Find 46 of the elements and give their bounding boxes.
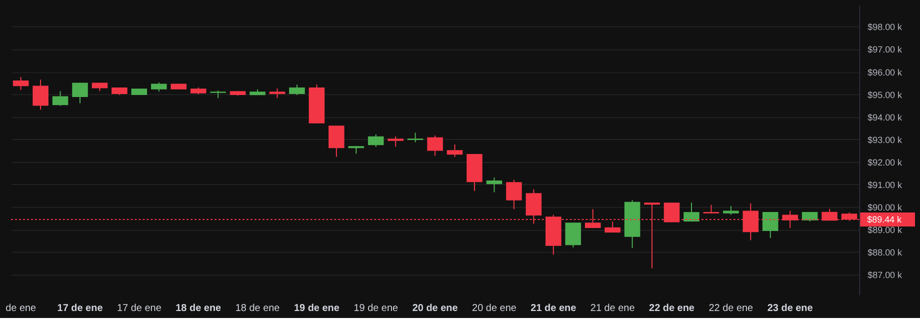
y-tick-label: $92.00 k bbox=[868, 157, 903, 168]
x-tick-label: 21 de ene bbox=[530, 303, 577, 314]
y-tick-label: $95.00 k bbox=[868, 90, 903, 100]
candlestick bbox=[289, 84, 305, 96]
candlestick bbox=[762, 212, 778, 238]
y-tick-label: $94.00 k bbox=[868, 112, 903, 122]
y-tick-label: $96.00 k bbox=[868, 67, 903, 78]
x-tick-label: 23 de ene bbox=[767, 303, 814, 314]
candlestick bbox=[802, 212, 818, 222]
candlestick bbox=[269, 88, 286, 99]
x-tick-label: 19 de ene bbox=[294, 303, 340, 314]
candlestick bbox=[52, 90, 68, 106]
x-tick-label: 21 de ene bbox=[590, 303, 636, 314]
x-tick-label: 17 de ene bbox=[57, 303, 104, 314]
y-tick-label: $90.00 k bbox=[868, 202, 903, 212]
candlestick bbox=[565, 222, 582, 248]
y-tick-label: $87.00 k bbox=[868, 270, 903, 280]
candlestick bbox=[446, 144, 463, 158]
candlestick bbox=[32, 79, 48, 110]
candlestick bbox=[407, 132, 424, 143]
x-tick-label: de ene bbox=[6, 303, 37, 314]
candlestick bbox=[506, 179, 522, 210]
y-tick-label: $98.00 k bbox=[868, 22, 903, 32]
x-tick-label: 22 de ene bbox=[649, 303, 695, 314]
x-tick-label: 19 de ene bbox=[354, 303, 399, 314]
x-tick-label: 20 de ene bbox=[472, 303, 517, 314]
x-tick-label: 18 de ene bbox=[176, 303, 222, 314]
candlestick bbox=[151, 82, 167, 92]
candlestick bbox=[427, 134, 443, 156]
candlestick bbox=[486, 177, 502, 193]
candlestick bbox=[368, 134, 384, 148]
candlestick bbox=[684, 202, 700, 222]
y-tick-label: $89.00 k bbox=[868, 224, 903, 235]
y-tick-label: $93.00 k bbox=[868, 134, 903, 145]
y-tick-label: $97.00 k bbox=[868, 44, 903, 55]
y-tick-label: $88.00 k bbox=[868, 247, 903, 258]
candlestick bbox=[12, 76, 29, 91]
x-tick-label: 18 de ene bbox=[235, 303, 280, 314]
x-tick-label: 22 de ene bbox=[708, 303, 754, 314]
x-tick-label: 17 de ene bbox=[117, 303, 162, 314]
ref-line-label: $89.44 k bbox=[867, 214, 902, 224]
candlestick bbox=[388, 136, 404, 148]
y-tick-label: $91.00 k bbox=[868, 180, 903, 190]
candlestick bbox=[72, 82, 88, 104]
x-tick-label: 20 de ene bbox=[412, 303, 458, 314]
candlestick bbox=[328, 125, 344, 158]
